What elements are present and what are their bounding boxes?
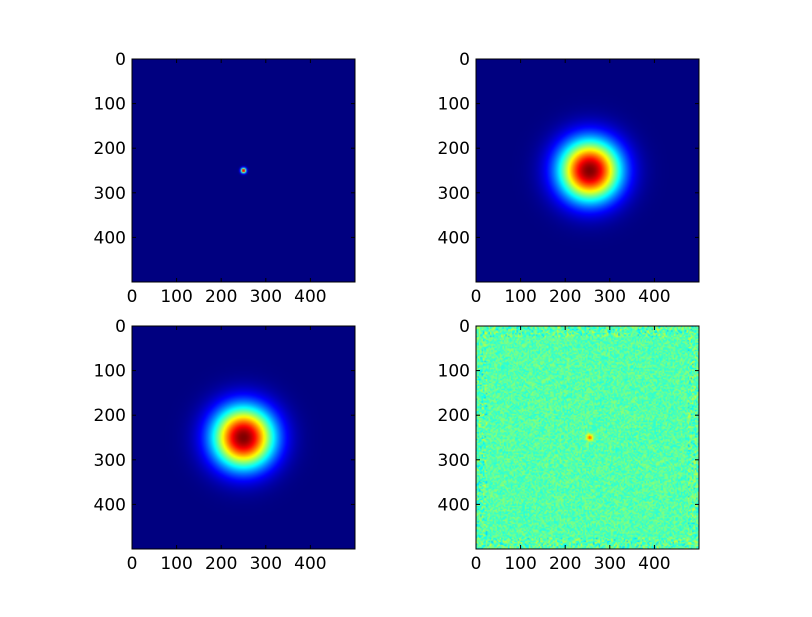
- x-tick-label: 200: [205, 287, 237, 307]
- x-tick-label: 200: [205, 554, 237, 574]
- heatmap-image: [132, 326, 355, 549]
- y-tick-label: 300: [94, 451, 126, 471]
- axes-bottom-left: 0 100 200 300 400 0 100 200 300 400: [94, 317, 356, 574]
- axes-frame: [131, 58, 356, 283]
- axes-bottom-right: 0 100 200 300 400 0 100 200 300 400: [438, 317, 700, 574]
- x-tick-label: 100: [504, 554, 536, 574]
- x-tick-label: 300: [594, 287, 626, 307]
- y-tick-label: 100: [438, 362, 470, 382]
- y-tick-label: 300: [438, 184, 470, 204]
- x-tick-label: 0: [471, 287, 482, 307]
- axes-frame: [131, 325, 356, 550]
- y-tick-label: 200: [438, 139, 470, 159]
- y-tick-label: 400: [94, 495, 126, 515]
- x-tick-label: 100: [504, 287, 536, 307]
- y-tick-label: 0: [115, 317, 126, 337]
- y-tick-label: 400: [94, 228, 126, 248]
- x-tick-label: 200: [549, 287, 581, 307]
- y-tick-label: 0: [459, 50, 470, 70]
- y-tick-label: 100: [438, 95, 470, 115]
- x-tick-label: 400: [638, 554, 670, 574]
- y-tick-label: 300: [94, 184, 126, 204]
- x-tick-label: 0: [127, 554, 138, 574]
- y-tick-label: 200: [438, 406, 470, 426]
- y-tick-label: 300: [438, 451, 470, 471]
- y-tick-label: 200: [94, 139, 126, 159]
- axes-frame: [475, 325, 700, 550]
- y-tick-label: 200: [94, 406, 126, 426]
- x-tick-label: 200: [549, 554, 581, 574]
- x-tick-label: 100: [160, 287, 192, 307]
- heatmap-image: [476, 59, 699, 282]
- x-tick-label: 300: [250, 287, 282, 307]
- heatmap-image: [476, 326, 699, 549]
- y-tick-label: 400: [438, 228, 470, 248]
- axes-frame: [475, 58, 700, 283]
- x-tick-label: 300: [594, 554, 626, 574]
- axes-top-left: 0 100 200 300 400 0 100 200 300 400: [94, 50, 356, 307]
- y-tick-label: 100: [94, 362, 126, 382]
- y-tick-label: 100: [94, 95, 126, 115]
- y-tick-label: 400: [438, 495, 470, 515]
- y-tick-label: 0: [115, 50, 126, 70]
- x-tick-label: 100: [160, 554, 192, 574]
- x-tick-label: 0: [471, 554, 482, 574]
- heatmap-image: [132, 59, 355, 282]
- x-tick-label: 0: [127, 287, 138, 307]
- axes-top-right: 0 100 200 300 400 0 100 200 300 400: [438, 50, 700, 307]
- y-tick-label: 0: [459, 317, 470, 337]
- x-tick-label: 400: [638, 287, 670, 307]
- x-tick-label: 400: [294, 554, 326, 574]
- x-tick-label: 400: [294, 287, 326, 307]
- x-tick-label: 300: [250, 554, 282, 574]
